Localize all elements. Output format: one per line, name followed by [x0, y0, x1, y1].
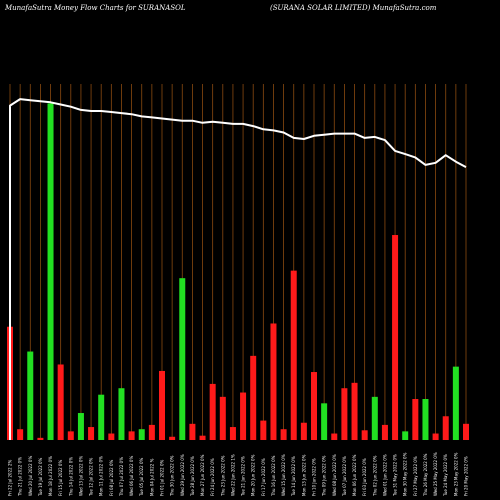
money-flow-bar [88, 427, 95, 440]
chart-header-left: MunafaSutra Money Flow Charts for SURANA… [5, 4, 186, 12]
money-flow-bar [229, 427, 236, 440]
money-flow-bar [189, 423, 196, 440]
x-tick-label: Fri 17 Jun 2022 0% [261, 458, 266, 496]
x-tick-label: Mon 13 Jun 2022 0% [301, 454, 306, 496]
x-tick-label: Wed 13 Jul 2022 0% [78, 456, 83, 496]
chart-price-line [9, 98, 467, 440]
money-flow-bar [452, 366, 459, 440]
money-flow-bar [392, 235, 399, 440]
x-tick-label: Fri 27 May 2022 0% [413, 456, 418, 496]
money-flow-bar [37, 437, 44, 440]
money-flow-bar [219, 396, 226, 440]
chart-bars [7, 103, 469, 440]
money-flow-bar [331, 433, 338, 440]
x-tick-label: Tue 19 Jul 2022 0% [38, 457, 43, 497]
money-flow-bar [118, 388, 125, 440]
money-flow-bar [57, 364, 64, 440]
chart-x-labels: Fri 22 Jul 2022 2% Thu 21 Jul 2022 0% Wed … [8, 452, 469, 497]
money-flow-bar [442, 416, 449, 440]
x-tick-label: Wed 08 Jun 2022 0% [332, 454, 337, 496]
x-tick-label: Wed 20 Jul 2022 0% [28, 456, 33, 496]
x-tick-label: Thu 02 Jun 2022 0% [372, 455, 377, 497]
money-flow-bar [290, 270, 297, 440]
x-tick-label: Mon 27 Jun 2022 0% [200, 454, 205, 496]
money-flow-bar [260, 420, 267, 440]
money-flow-bar [270, 323, 277, 440]
x-tick-label: Mon 23 May 2022 0% [453, 452, 458, 496]
x-tick-label: Fri 22 Jul 2022 2% [8, 460, 13, 496]
money-flow-bar [77, 413, 84, 440]
x-tick-label: Wed 29 Jun 2022 0% [180, 454, 185, 496]
price-line [9, 98, 467, 440]
chart-header-right: (SURANA SOLAR LIMITED) MunafaSutra.com [270, 4, 437, 12]
money-flow-bar [47, 103, 54, 440]
x-tick-label: Mon 04 Jul 2022 % [149, 458, 154, 496]
money-flow-bar [371, 396, 378, 440]
x-tick-label: Thu 09 Jun 2022 0% [322, 455, 327, 497]
money-flow-bar [199, 435, 206, 440]
x-tick-label: Thu 26 May 2022 0% [423, 453, 428, 497]
x-tick-label: Wed 01 Jun 2022 0% [382, 454, 387, 496]
x-tick-label: Wed 25 May 2022 0% [433, 452, 438, 496]
money-flow-bar [280, 429, 287, 440]
money-flow-bar [159, 370, 165, 440]
x-tick-label: Tue 14 Jun 2022 0% [291, 456, 296, 497]
x-tick-label: Tue 21 Jun 2022 0% [241, 456, 246, 497]
money-flow-bar [432, 433, 439, 440]
x-tick-label: Fri 03 Jun 2022 0% [362, 458, 367, 496]
money-flow-bar [361, 430, 368, 440]
money-flow-bar [27, 351, 34, 440]
x-tick-label: Tue 05 Jul 2022 0% [139, 457, 144, 497]
x-tick-label: Thu 14 Jul 2022 0% [68, 457, 73, 497]
x-tick-label: Mon 11 Jul 2022 0% [99, 456, 104, 496]
money-flow-bar [169, 436, 176, 440]
money-flow-bar [300, 422, 307, 440]
x-tick-label: Tue 24 May 2022 0% [443, 454, 448, 497]
money-flow-bar [463, 423, 469, 440]
money-flow-bar [402, 431, 409, 440]
x-tick-label: Mon 06 Jun 2022 0% [352, 454, 357, 496]
money-flow-bar [240, 392, 247, 440]
x-tick-label: Fri 08 Jul 2022 0% [109, 460, 114, 496]
money-flow-bar [148, 424, 155, 440]
x-tick-label: Wed 22 Jun 2022 1% [230, 454, 235, 496]
x-tick-label: Mon 18 Jul 2022 0% [48, 456, 53, 496]
money-flow-bar [67, 431, 74, 440]
money-flow-bar [422, 399, 429, 440]
money-flow-bar [98, 394, 105, 440]
x-tick-label: Fri 10 Jun 2022 0% [312, 458, 317, 496]
money-flow-bar [311, 372, 317, 440]
money-flow-bar [351, 382, 358, 440]
money-flow-bar [138, 429, 145, 440]
money-flow-bar [17, 429, 24, 440]
money-flow-bar [209, 383, 216, 440]
x-tick-label: Mon 20 Jun 2022 0% [251, 454, 256, 496]
x-tick-label: Thu 16 Jun 2022 0% [271, 455, 276, 497]
money-flow-bar [108, 433, 115, 440]
x-tick-label: Wed 15 Jun 2022 0% [281, 454, 286, 496]
money-flow-bar [321, 403, 328, 440]
money-flow-bar [128, 431, 135, 440]
money-flow-bar [412, 399, 419, 440]
x-tick-label: Thu 07 Jul 2022 0% [119, 457, 124, 497]
x-tick-label: Thu 23 Jun 2022 0% [220, 455, 225, 497]
x-tick-label: Tue 12 Jul 2022 0% [89, 457, 94, 497]
x-tick-label: Wed 06 Jul 2022 0% [129, 456, 134, 496]
x-tick-label: Tue 31 May 2022 0% [393, 454, 398, 497]
x-tick-label: Thu 30 Jun 2022 0% [170, 455, 175, 497]
x-tick-label: Fri 24 Jun 2022 0% [210, 458, 215, 496]
x-tick-label: Thu 21 Jul 2022 0% [18, 457, 23, 497]
money-flow-bar [250, 355, 257, 440]
money-flow-bar [381, 424, 388, 440]
x-tick-label: Mon 30 May 2022 0% [403, 452, 408, 496]
x-tick-label: Tue 28 Jun 2022 0% [190, 456, 195, 497]
x-tick-label: Tue 07 Jun 2022 0% [342, 456, 347, 497]
x-tick-label: Fri 01 Jul 2022 0% [160, 460, 165, 496]
money-flow-bar [179, 278, 186, 440]
x-tick-label: Fri 20 May 2022 0% [464, 456, 469, 496]
money-flow-bar [341, 388, 348, 440]
x-tick-label: Fri 15 Jul 2022 0% [58, 460, 63, 496]
